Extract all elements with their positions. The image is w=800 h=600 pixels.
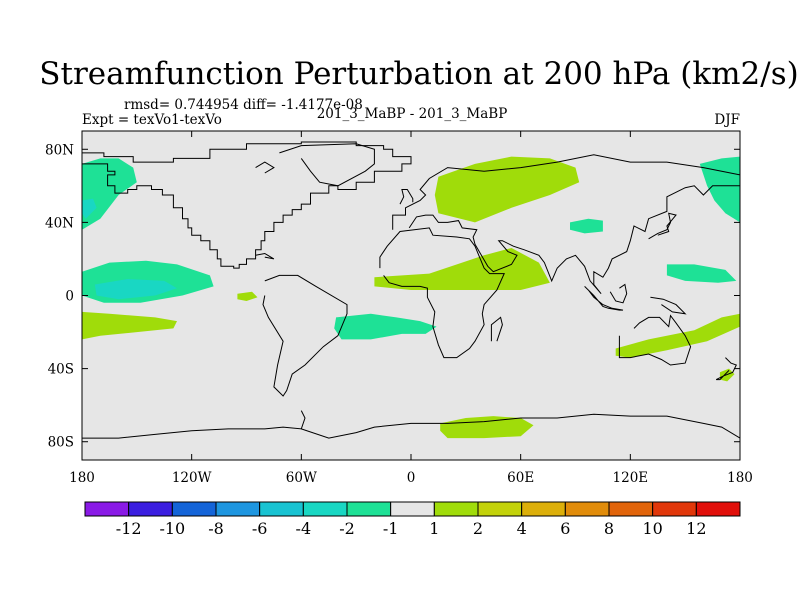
coastline-new-guinea [650, 296, 687, 315]
y-axis: 80N 40N 0 40S 80S [45, 142, 740, 451]
colorbar-label: -1 [383, 519, 399, 538]
colorbar-label: 1 [429, 519, 439, 538]
coastline-hudson-islands [255, 161, 275, 174]
coastline-south-america [262, 274, 348, 397]
contour-region-7 [334, 313, 437, 340]
experiment-label: Expt = texVo1-texVo [82, 112, 222, 128]
x-tick-label: 60E [507, 470, 534, 486]
contour-region-13 [719, 368, 735, 382]
plot-background [82, 131, 740, 460]
colorbar-box [346, 501, 392, 517]
colorbar-label: -6 [252, 519, 268, 538]
colorbar-label: -4 [296, 519, 312, 538]
colorbar-box [608, 501, 654, 517]
stats-label: rmsd= 0.744954 diff= -1.4177e-08 [124, 97, 363, 113]
x-tick-label: 60W [286, 470, 317, 486]
coastline-antarctica-east [301, 413, 740, 439]
x-tick-label: 180 [727, 470, 753, 486]
contour-region-1 [82, 158, 137, 230]
y-tick-label: 80N [45, 142, 74, 158]
colorbar-label: -8 [208, 519, 224, 538]
colorbar-box [521, 501, 566, 517]
coastline-indonesia [584, 286, 624, 311]
coastline-madagascar [490, 316, 503, 342]
x-tick-label: 0 [407, 470, 416, 486]
coastline-eurasia [392, 154, 740, 295]
contour-region-10 [570, 218, 603, 234]
x-axis: 180 120W 60W 0 60E 120E 180 [69, 131, 753, 486]
y-tick-label: 40S [48, 362, 74, 378]
contour-region-2 [82, 198, 97, 219]
season-label: DJF [714, 112, 740, 128]
chart-title: Streamfunction Perturbation at 200 hPa (… [39, 56, 798, 92]
run-label: 201_3_MaBP - 201_3_MaBP [317, 106, 508, 122]
colorbar: -12 -10 -8 -6 -4 -2 -1 1 2 4 6 8 10 12 [84, 501, 741, 538]
y-tick-label: 40N [45, 215, 74, 231]
coastline-borneo [609, 283, 628, 304]
coastline-cuba [255, 252, 275, 260]
x-tick-label: 180 [69, 470, 95, 486]
contour-region-4 [94, 279, 177, 300]
y-tick-label: 0 [65, 289, 74, 305]
contour-region-11 [666, 264, 737, 283]
coastline-new-zealand [715, 357, 737, 381]
colorbar-box [259, 501, 304, 517]
x-tick-label: 120E [613, 470, 649, 486]
coastline-uk [399, 189, 414, 205]
coastline-antarctica [82, 410, 306, 439]
colorbar-box [390, 501, 435, 517]
colorbar-label: 4 [517, 519, 527, 538]
colorbar-label: 6 [560, 519, 570, 538]
colorbar-label: -12 [116, 519, 142, 538]
contour-region-14 [440, 416, 534, 439]
colorbar-box [564, 501, 610, 517]
contour-region-12 [615, 313, 740, 358]
coastline-australia [618, 314, 692, 366]
colorbar-box [302, 501, 348, 517]
colorbar-label: 12 [686, 519, 706, 538]
contour-region-5 [82, 311, 177, 340]
colorbar-box [171, 501, 217, 517]
colorbar-box [84, 501, 130, 517]
colorbar-box [477, 501, 523, 517]
colorbar-box [215, 501, 261, 517]
x-tick-label: 120W [172, 470, 212, 486]
contour-region-9 [434, 156, 580, 223]
contour-region-8 [374, 248, 550, 290]
contour-region-6 [237, 291, 258, 301]
colorbar-label: -10 [159, 519, 185, 538]
contour-regions [82, 156, 740, 439]
coastline-greenland [279, 143, 375, 187]
colorbar-box [695, 501, 741, 517]
coastline-africa [379, 227, 505, 359]
coastline-japan [648, 212, 677, 240]
colorbar-label: -2 [339, 519, 355, 538]
colorbar-label: 8 [604, 519, 614, 538]
colorbar-label: 10 [642, 519, 662, 538]
coastlines [82, 141, 740, 439]
colorbar-box [433, 501, 479, 517]
colorbar-box [652, 501, 697, 517]
colorbar-box [128, 501, 173, 517]
colorbar-label: 2 [473, 519, 483, 538]
y-tick-label: 80S [48, 435, 74, 451]
